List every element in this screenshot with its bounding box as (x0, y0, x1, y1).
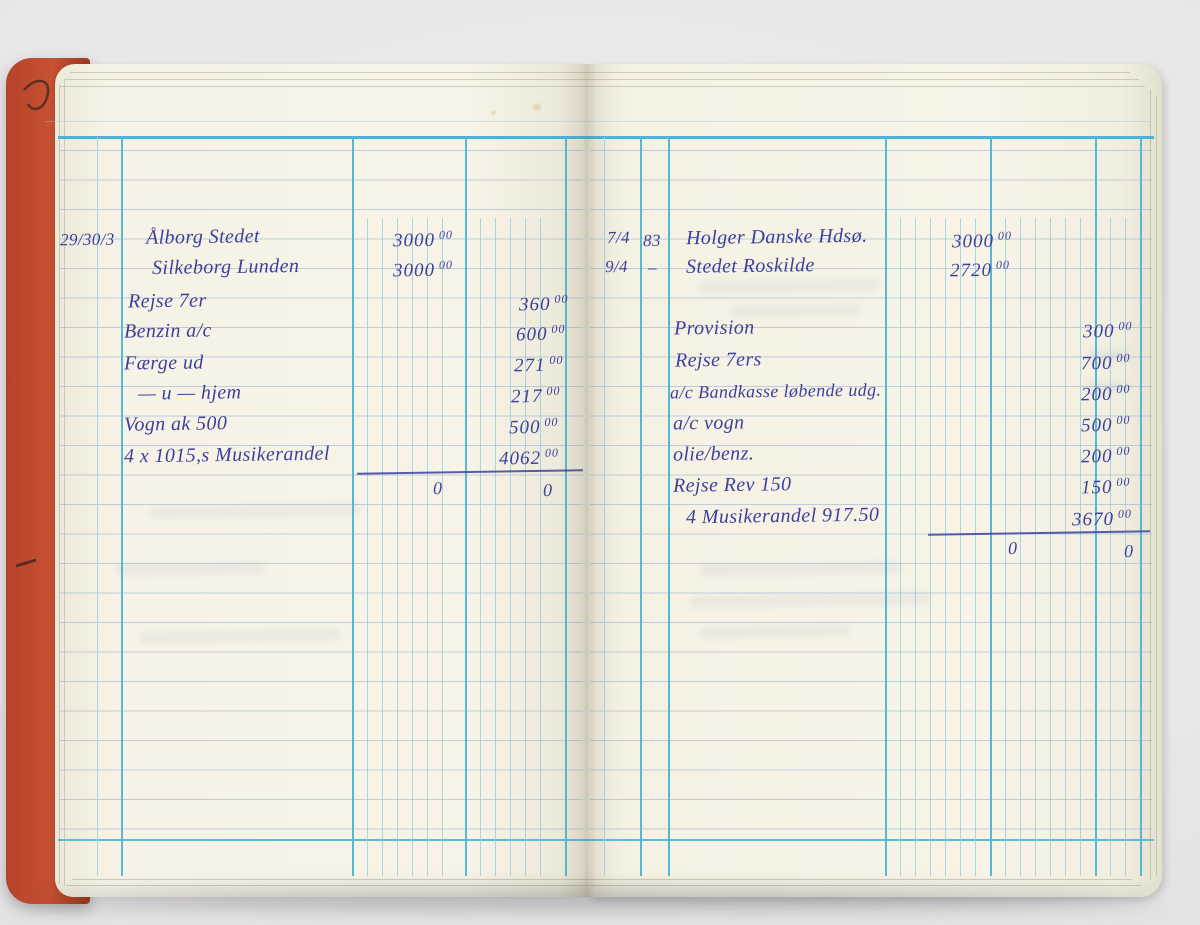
entry-amount: 2720 00 (949, 257, 1011, 282)
entry-year: – (647, 257, 658, 278)
entry-description: olie/benz. (672, 442, 755, 466)
column-rule (97, 137, 98, 876)
money-column-subrules (1110, 218, 1130, 876)
book-shadow (40, 888, 1155, 910)
column-rule (640, 137, 642, 876)
total-zero: 0 (542, 479, 553, 501)
ghost-writing (729, 303, 861, 318)
footer-rule-thick (58, 839, 1154, 841)
column-rule (1095, 137, 1097, 876)
entry-amount: 300 00 (1082, 318, 1133, 343)
entry-amount: 360 00 (518, 291, 569, 316)
entry-amount: 271 00 (513, 352, 564, 377)
entry-amount: 3000 00 (392, 257, 454, 282)
sheet-edge (72, 879, 1132, 880)
entry-amount: 600 00 (515, 321, 566, 346)
sheet-edge (70, 72, 1130, 73)
entry-amount: 3000 00 (392, 227, 454, 252)
entry-amount: 3670 00 (1071, 506, 1133, 531)
entry-description: Holger Danske Hdsø. (685, 224, 868, 250)
sheet-edge (66, 885, 1141, 886)
entry-year: 83 (642, 230, 661, 251)
entry-amount: 700 00 (1080, 350, 1131, 375)
faint-top-rule (45, 121, 1150, 122)
entry-amount: 217 00 (510, 383, 561, 408)
paper-stain (491, 111, 496, 115)
entry-amount: 150 00 (1080, 474, 1131, 499)
entry-description: a/c Bandkasse løbende udg. (669, 379, 882, 403)
column-rule (1140, 137, 1142, 876)
entry-date: 29/30/3 (59, 229, 115, 250)
sheet-edge (60, 86, 1145, 87)
entry-description: 4 Musikerandel 917.50 (685, 503, 880, 529)
entry-amount: 500 00 (1080, 412, 1131, 437)
entry-description: Rejse 7er (127, 289, 207, 313)
total-zero: 0 (432, 477, 443, 499)
column-rule (121, 137, 123, 876)
entry-amount: 200 00 (1080, 381, 1131, 406)
entry-description: 4 x 1015,s Musikerandel (123, 442, 330, 468)
entry-description: a/c vogn (672, 411, 745, 435)
entry-description: Provision (673, 316, 755, 340)
entry-description: Færge ud (123, 351, 204, 375)
entry-description: Ålborg Stedet (145, 225, 261, 249)
entry-amount: 4062 00 (498, 445, 560, 470)
column-rule (465, 137, 467, 876)
entry-date: 9/4 (604, 256, 629, 277)
entry-description: Vogn ak 500 (123, 412, 228, 436)
sheet-edge (1156, 96, 1157, 876)
column-rule (885, 137, 887, 876)
entry-amount: 500 00 (508, 414, 559, 439)
entry-description: Rejse 7ers (674, 348, 762, 372)
entry-amount: 200 00 (1080, 443, 1131, 468)
column-rule (352, 137, 354, 876)
total-zero: 0 (1007, 537, 1018, 559)
entry-description: Rejse Rev 150 (672, 473, 792, 497)
column-rule (668, 137, 670, 876)
entry-amount: 3000 00 (951, 228, 1013, 253)
total-zero: 0 (1123, 540, 1134, 562)
header-rule-thick (58, 136, 1154, 139)
column-rule (604, 137, 605, 876)
sheet-edge (59, 84, 60, 884)
entry-description: Benzin a/c (123, 319, 213, 343)
sheet-edge (64, 79, 1139, 80)
column-rule (990, 137, 992, 876)
paper-stain (533, 104, 541, 110)
entry-date: 7/4 (606, 227, 631, 248)
entry-description: — u — hjem (137, 381, 242, 405)
money-column-subrules (367, 218, 447, 876)
entry-description: Silkeborg Lunden (151, 254, 300, 280)
entry-description: Stedet Roskilde (685, 254, 815, 278)
column-rule (565, 137, 567, 876)
money-column-subrules (900, 218, 980, 876)
money-column-subrules (480, 218, 553, 876)
money-column-subrules (1005, 218, 1085, 876)
